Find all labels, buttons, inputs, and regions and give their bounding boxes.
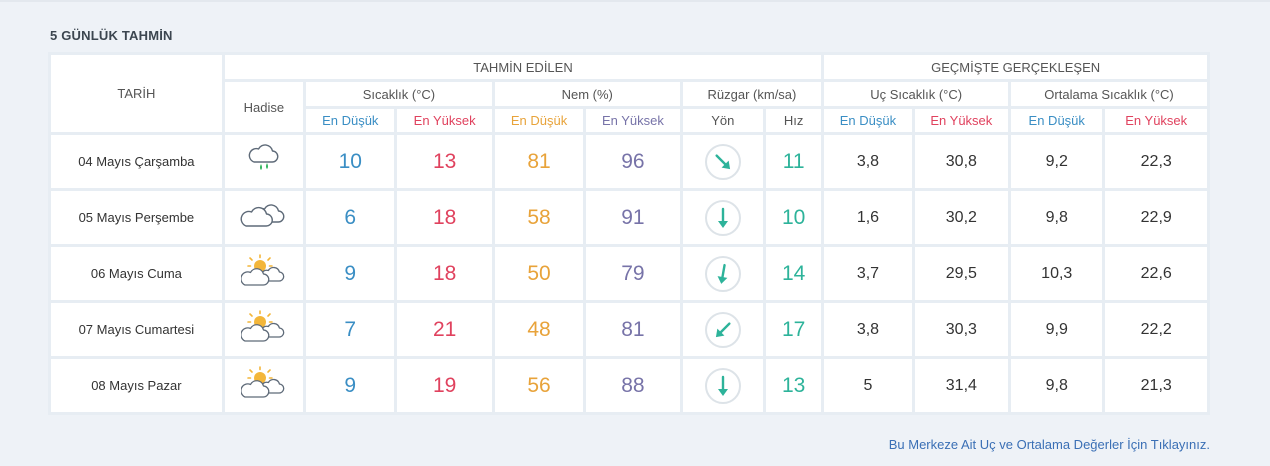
hum-max-cell: 79 <box>586 247 680 300</box>
temp-max-cell: 13 <box>397 135 492 188</box>
avg-min-cell: 9,2 <box>1011 135 1103 188</box>
phenomenon-cell <box>224 191 304 244</box>
ext-max-cell: 29,5 <box>914 247 1009 300</box>
top-divider <box>0 0 1270 2</box>
temp-max-cell: 19 <box>397 359 492 412</box>
avg-max-cell: 22,9 <box>1105 191 1207 244</box>
wind-header: Rüzgar (km/sa) <box>682 82 822 106</box>
center-values-link[interactable]: Bu Merkeze Ait Uç ve Ortalama Değerler İ… <box>888 437 1210 452</box>
forecast-table: TARİH TAHMİN EDİLEN GEÇMİŞTE GERÇEKLEŞEN… <box>48 52 1210 415</box>
wind-direction-arrow-icon <box>704 367 741 404</box>
ext-min-cell: 3,7 <box>824 247 912 300</box>
date-header: TARİH <box>51 55 222 132</box>
phenomenon-cell <box>224 303 304 356</box>
wind-speed-cell: 11 <box>765 135 822 188</box>
ext-min-cell: 5 <box>824 359 912 412</box>
wind-direction-cell <box>682 359 763 412</box>
date-cell: 04 Mayıs Çarşamba <box>51 135 222 188</box>
wind-direction-cell <box>682 303 763 356</box>
ext-min-cell: 1,6 <box>824 191 912 244</box>
temp-min-cell: 9 <box>306 359 395 412</box>
temp-max-cell: 21 <box>397 303 492 356</box>
wind-direction-cell <box>682 191 763 244</box>
wind-speed-cell: 17 <box>765 303 822 356</box>
hum-min-header: En Düşük <box>494 109 584 132</box>
temp-min-cell: 9 <box>306 247 395 300</box>
table-row: 08 Mayıs Pazar 9 19 56 88 13 5 31,4 9,8 21,3 <box>51 359 1207 412</box>
forecast-group-header: TAHMİN EDİLEN <box>224 55 822 79</box>
section-title: 5 GÜNLÜK TAHMİN <box>50 28 173 43</box>
avg-min-cell: 9,8 <box>1011 191 1103 244</box>
wind-direction-arrow-icon <box>704 311 741 348</box>
hum-max-cell: 81 <box>586 303 680 356</box>
past-group-header: GEÇMİŞTE GERÇEKLEŞEN <box>824 55 1207 79</box>
ext-min-cell: 3,8 <box>824 135 912 188</box>
wind-direction-cell <box>682 247 763 300</box>
hum-max-cell: 96 <box>586 135 680 188</box>
wind-direction-cell <box>682 135 763 188</box>
table-row: 07 Mayıs Cumartesi 7 21 48 81 17 3,8 30,3 9,9 22,… <box>51 303 1207 356</box>
wind-direction-arrow-icon <box>704 255 741 292</box>
phenomenon-cell <box>224 359 304 412</box>
ext-max-header: En Yüksek <box>914 109 1009 132</box>
phenomenon-header: Hadise <box>224 82 304 132</box>
temp-max-cell: 18 <box>397 191 492 244</box>
date-cell: 07 Mayıs Cumartesi <box>51 303 222 356</box>
avg-min-cell: 10,3 <box>1011 247 1103 300</box>
sun-cloud-icon <box>240 309 287 350</box>
temp-max-cell: 18 <box>397 247 492 300</box>
hum-min-cell: 56 <box>494 359 584 412</box>
avg-temp-header: Ortalama Sıcaklık (°C) <box>1011 82 1207 106</box>
date-cell: 05 Mayıs Perşembe <box>51 191 222 244</box>
avg-max-header: En Yüksek <box>1105 109 1207 132</box>
cloud-rain-icon <box>244 142 284 181</box>
hum-min-cell: 50 <box>494 247 584 300</box>
wind-direction-arrow-icon <box>704 199 741 236</box>
temp-min-header: En Düşük <box>306 109 395 132</box>
ext-min-header: En Düşük <box>824 109 912 132</box>
hum-max-cell: 91 <box>586 191 680 244</box>
ext-min-cell: 3,8 <box>824 303 912 356</box>
table-row: 04 Mayıs Çarşamba 10 13 81 96 11 3,8 30,8 9,2 22,… <box>51 135 1207 188</box>
temp-max-header: En Yüksek <box>397 109 492 132</box>
phenomenon-cell <box>224 135 304 188</box>
date-cell: 06 Mayıs Cuma <box>51 247 222 300</box>
wind-speed-cell: 13 <box>765 359 822 412</box>
temp-min-cell: 7 <box>306 303 395 356</box>
extreme-temp-header: Uç Sıcaklık (°C) <box>824 82 1009 106</box>
hum-min-cell: 81 <box>494 135 584 188</box>
ext-max-cell: 30,2 <box>914 191 1009 244</box>
temp-min-cell: 10 <box>306 135 395 188</box>
ext-max-cell: 30,8 <box>914 135 1009 188</box>
wind-speed-header: Hız <box>765 109 822 132</box>
ext-max-cell: 30,3 <box>914 303 1009 356</box>
sun-cloud-icon <box>240 253 287 294</box>
wind-speed-cell: 10 <box>765 191 822 244</box>
avg-min-header: En Düşük <box>1011 109 1103 132</box>
wind-direction-arrow-icon <box>704 143 741 180</box>
hum-max-header: En Yüksek <box>586 109 680 132</box>
cloud-icon <box>240 200 288 235</box>
avg-max-cell: 22,2 <box>1105 303 1207 356</box>
avg-max-cell: 22,3 <box>1105 135 1207 188</box>
ext-max-cell: 31,4 <box>914 359 1009 412</box>
hum-min-cell: 48 <box>494 303 584 356</box>
humidity-header: Nem (%) <box>494 82 680 106</box>
hum-max-cell: 88 <box>586 359 680 412</box>
table-row: 05 Mayıs Perşembe 6 18 58 91 10 1,6 30,2 9,8 22,9 <box>51 191 1207 244</box>
wind-speed-cell: 14 <box>765 247 822 300</box>
sun-cloud-icon <box>240 365 287 406</box>
hum-min-cell: 58 <box>494 191 584 244</box>
phenomenon-cell <box>224 247 304 300</box>
avg-min-cell: 9,8 <box>1011 359 1103 412</box>
avg-min-cell: 9,9 <box>1011 303 1103 356</box>
temp-min-cell: 6 <box>306 191 395 244</box>
table-row: 06 Mayıs Cuma 9 18 50 79 14 3,7 29,5 10,3 22,6 <box>51 247 1207 300</box>
date-cell: 08 Mayıs Pazar <box>51 359 222 412</box>
avg-max-cell: 22,6 <box>1105 247 1207 300</box>
wind-direction-header: Yön <box>682 109 763 132</box>
avg-max-cell: 21,3 <box>1105 359 1207 412</box>
temperature-header: Sıcaklık (°C) <box>306 82 492 106</box>
